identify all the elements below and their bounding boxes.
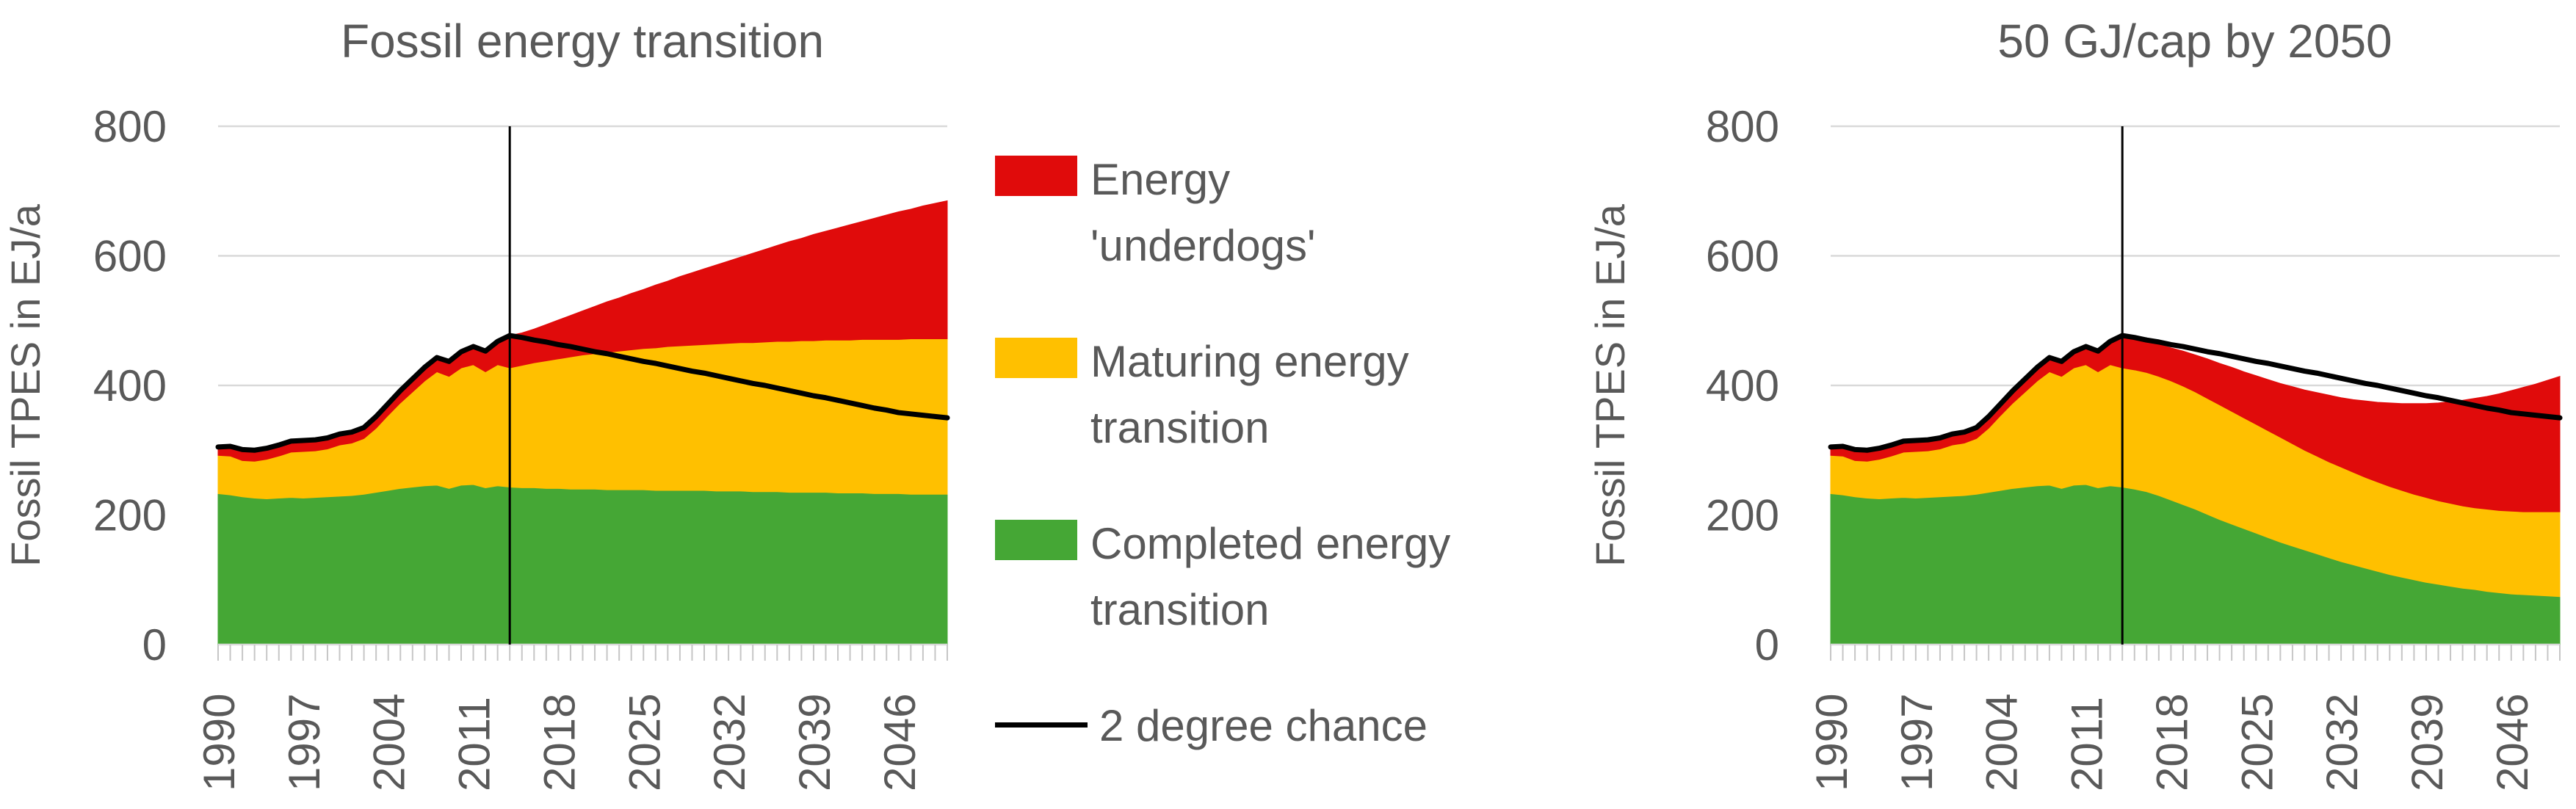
- legend-label: transition: [1090, 585, 1270, 634]
- legend-swatch-green-icon: [995, 520, 1077, 560]
- x-tick-label: 2011: [450, 697, 499, 791]
- x-tick-label: 2018: [535, 694, 584, 791]
- legend-item-maturing-energy-transition: Maturing energy transition: [995, 329, 1465, 461]
- legend-line-black-icon: [995, 722, 1088, 728]
- x-tick-label: 2046: [875, 694, 925, 791]
- x-tick-label: 2025: [620, 694, 669, 791]
- x-tick-label: 2004: [365, 694, 414, 791]
- x-tick-label: 1990: [195, 694, 244, 791]
- legend-label: 2 degree chance: [1099, 701, 1428, 750]
- chart-title: Fossil energy transition: [341, 15, 824, 68]
- chart-50gj-cap-by-2050: 50 GJ/cap by 2050 Fossil TPES in EJ/a 0 2…: [1587, 15, 2563, 791]
- legend-label: Energy: [1090, 155, 1231, 204]
- y-axis-title: Fossil TPES in EJ/a: [1587, 203, 1633, 567]
- legend-item-energy-underdogs: Energy 'underdogs': [995, 147, 1465, 279]
- x-tick-label: 2039: [790, 694, 839, 791]
- y-tick-label: 200: [93, 491, 167, 540]
- y-tick-label: 200: [1706, 491, 1779, 540]
- two-degree-chance-line: [215, 333, 950, 453]
- x-tick-label: 2032: [2318, 694, 2367, 791]
- y-tick-label: 600: [93, 232, 167, 281]
- x-tick-label: 2032: [705, 694, 754, 791]
- y-tick-label: 800: [93, 102, 167, 151]
- legend-label: 'underdogs': [1090, 221, 1316, 270]
- area-maturing: [217, 338, 948, 499]
- legend-item-completed-energy-transition: Completed energy transition: [995, 511, 1465, 643]
- y-tick-label: 400: [93, 361, 167, 410]
- y-tick-label: 600: [1706, 232, 1779, 281]
- x-tick-label: 2018: [2147, 694, 2196, 791]
- legend-label: transition: [1090, 403, 1270, 452]
- y-axis-title: Fossil TPES in EJ/a: [2, 203, 48, 567]
- y-tick-label: 800: [1706, 102, 1779, 151]
- y-tick-label: 0: [1755, 620, 1779, 670]
- x-tick-label: 2004: [1978, 694, 2027, 791]
- y-tick-label: 0: [142, 620, 167, 670]
- chart-title: 50 GJ/cap by 2050: [1997, 15, 2392, 68]
- x-tick-label: 2011: [2063, 697, 2112, 791]
- y-tick-label: 400: [1706, 361, 1779, 410]
- two-degree-chance-line: [1828, 333, 2563, 453]
- x-tick-label: 2025: [2232, 694, 2282, 791]
- legend-swatch-yellow-icon: [995, 338, 1077, 378]
- x-tick-label: 1990: [1807, 694, 1856, 791]
- legend: Energy 'underdogs' Maturing energy trans…: [995, 147, 1465, 809]
- x-tick-label: 1997: [1892, 694, 1942, 791]
- legend-label: Maturing energy: [1090, 337, 1409, 386]
- x-tick-label: 1997: [280, 694, 329, 791]
- area-completed: [217, 484, 948, 645]
- legend-item-2-degree-chance: 2 degree chance: [995, 693, 1465, 759]
- x-tick-label: 2039: [2403, 694, 2452, 791]
- chart-fossil-energy-transition: Fossil energy transition Fossil TPES in …: [2, 15, 950, 791]
- legend-label: Completed energy: [1090, 519, 1451, 568]
- x-tick-label: 2046: [2488, 694, 2537, 791]
- legend-swatch-red-icon: [995, 156, 1077, 196]
